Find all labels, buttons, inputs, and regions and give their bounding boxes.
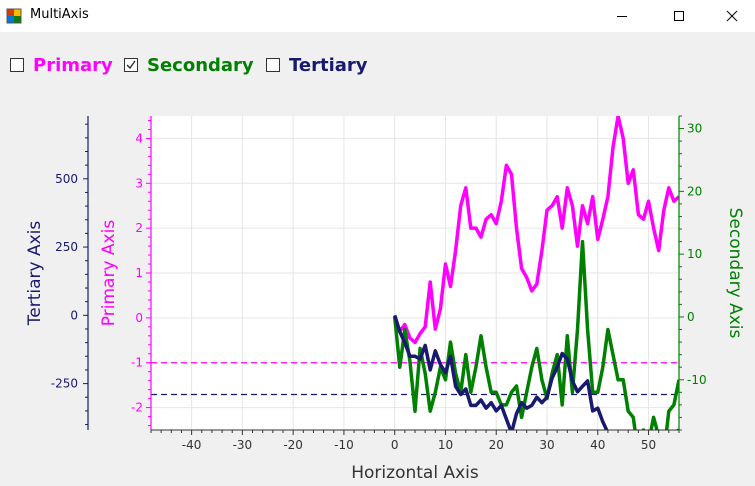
tertiary-checkbox-box[interactable] <box>266 58 280 72</box>
x-tick-label: -20 <box>283 438 303 452</box>
maximize-button[interactable] <box>656 0 702 32</box>
close-button[interactable] <box>709 0 755 32</box>
tertiary-tick-label: 0 <box>70 308 78 322</box>
primary-checkbox-box[interactable] <box>10 58 24 72</box>
primary-tick-label: 4 <box>135 131 143 145</box>
series-secondary-line <box>392 239 679 430</box>
x-tick-label: 20 <box>489 438 504 452</box>
x-axis-title: Horizontal Axis <box>351 463 479 483</box>
primary-tick-label: 0 <box>135 311 143 325</box>
primary-tick-label: 3 <box>135 176 143 190</box>
minimize-button[interactable] <box>599 0 645 32</box>
x-tick-label: -40 <box>182 438 202 452</box>
secondary-checkbox[interactable]: Secondary <box>124 54 254 76</box>
app-icon <box>6 8 22 24</box>
secondary-checkbox-box[interactable] <box>124 58 138 72</box>
tertiary-checkbox[interactable]: Tertiary <box>266 54 368 76</box>
secondary-tick-label: 30 <box>687 122 702 136</box>
secondary-tick-label: 10 <box>687 247 702 261</box>
tertiary-tick-label: 500 <box>55 172 78 186</box>
primary-tick-label: 2 <box>135 221 143 235</box>
secondary-tick-label: 20 <box>687 184 702 198</box>
secondary-axis-title: Secondary Axis <box>725 208 745 339</box>
x-tick-label: 0 <box>391 438 399 452</box>
window-title: MultiAxis <box>30 7 89 22</box>
tertiary-checkbox-label[interactable]: Tertiary <box>289 54 368 76</box>
series-tertiary-line <box>393 314 679 430</box>
secondary-tick-label: -10 <box>687 373 707 387</box>
primary-checkbox-label[interactable]: Primary <box>33 54 113 76</box>
x-tick-label: 30 <box>539 438 554 452</box>
x-tick-label: 40 <box>590 438 605 452</box>
primary-tick-label: -1 <box>131 356 143 370</box>
maximize-icon <box>674 11 684 21</box>
close-icon <box>726 10 738 22</box>
minimize-icon <box>617 16 627 17</box>
tertiary-tick-label: 250 <box>55 240 78 254</box>
x-tick-label: 10 <box>438 438 453 452</box>
series-group <box>392 116 679 430</box>
primary-tick-label: -2 <box>131 401 143 415</box>
primary-checkbox[interactable]: Primary <box>10 54 113 76</box>
tertiary-axis-title: Tertiary Axis <box>25 221 45 327</box>
title-bar: MultiAxis <box>0 0 755 32</box>
secondary-tick-label: 0 <box>687 310 695 324</box>
check-icon <box>126 60 136 70</box>
x-tick-label: -30 <box>233 438 253 452</box>
x-tick-label: 50 <box>641 438 656 452</box>
series-primary-line <box>393 116 679 345</box>
secondary-checkbox-label[interactable]: Secondary <box>147 54 254 76</box>
primary-tick-label: 1 <box>135 266 143 280</box>
tertiary-tick-label: -250 <box>51 377 78 391</box>
primary-axis-title: Primary Axis <box>99 220 119 327</box>
x-tick-label: -10 <box>334 438 354 452</box>
